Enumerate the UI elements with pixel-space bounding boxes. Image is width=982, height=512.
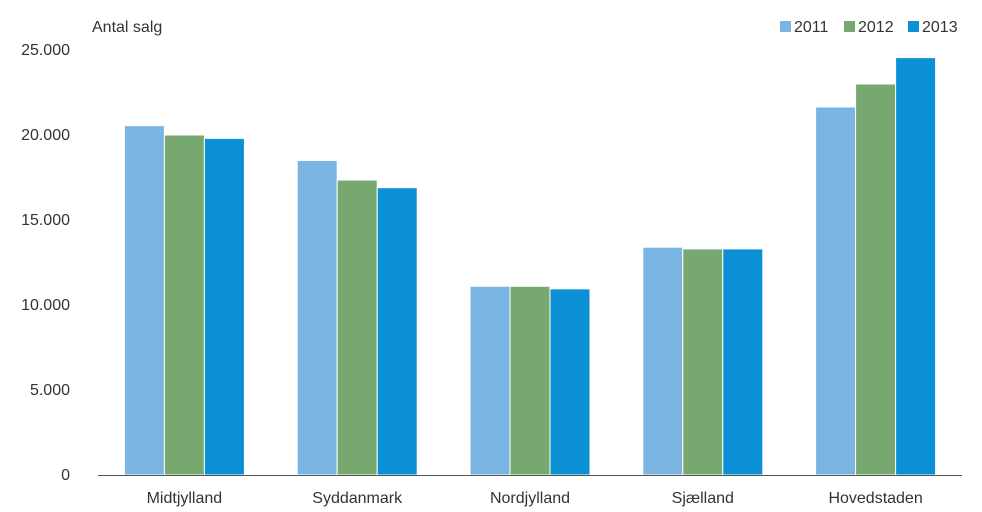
bar-2011-midtjylland bbox=[123, 125, 165, 476]
bar-2013-hovedstaden bbox=[895, 57, 937, 476]
y-tick-label: 15.000 bbox=[21, 212, 70, 229]
x-axis-ticks: Midtjylland Syddanmark Nordjylland Sjælland… bbox=[147, 490, 923, 507]
bar-2012-midtjylland bbox=[163, 134, 205, 476]
bar-2013-syddanmark bbox=[376, 187, 418, 476]
bar-2011-syddanmark bbox=[296, 160, 338, 476]
bar-2011-hovedstaden bbox=[815, 106, 857, 476]
bar-2013-midtjylland bbox=[203, 137, 245, 476]
bar-2012-hovedstaden bbox=[855, 83, 897, 476]
x-tick-label: Nordjylland bbox=[490, 490, 570, 507]
legend-label: 2011 bbox=[794, 19, 829, 36]
legend-label: 2012 bbox=[858, 19, 894, 36]
y-axis-ticks: 0 5.000 10.000 15.000 20.000 25.000 bbox=[21, 42, 70, 484]
y-tick-label: 5.000 bbox=[30, 382, 70, 399]
x-tick-label: Hovedstaden bbox=[828, 490, 922, 507]
bar-2011-nordjylland bbox=[469, 285, 511, 476]
bar-2012-sjælland bbox=[682, 248, 724, 476]
y-tick-label: 0 bbox=[61, 467, 70, 484]
bar-2011-sjælland bbox=[642, 246, 684, 476]
legend-swatch-2012 bbox=[844, 21, 855, 32]
bars bbox=[123, 57, 937, 476]
y-axis-label: Antal salg bbox=[92, 19, 162, 36]
y-tick-label: 25.000 bbox=[21, 42, 70, 59]
bar-2012-nordjylland bbox=[509, 285, 551, 476]
y-tick-label: 20.000 bbox=[21, 127, 70, 144]
bar-2013-sjælland bbox=[722, 248, 764, 476]
legend-swatch-2011 bbox=[780, 21, 791, 32]
bar-2012-syddanmark bbox=[336, 179, 378, 476]
legend-label: 2013 bbox=[922, 19, 958, 36]
y-tick-label: 10.000 bbox=[21, 297, 70, 314]
x-tick-label: Sjælland bbox=[672, 490, 734, 507]
legend-swatch-2013 bbox=[908, 21, 919, 32]
legend: 2011 2012 2013 bbox=[780, 19, 958, 36]
bar-2013-nordjylland bbox=[549, 288, 591, 476]
x-tick-label: Syddanmark bbox=[312, 490, 403, 507]
x-tick-label: Midtjylland bbox=[147, 490, 223, 507]
